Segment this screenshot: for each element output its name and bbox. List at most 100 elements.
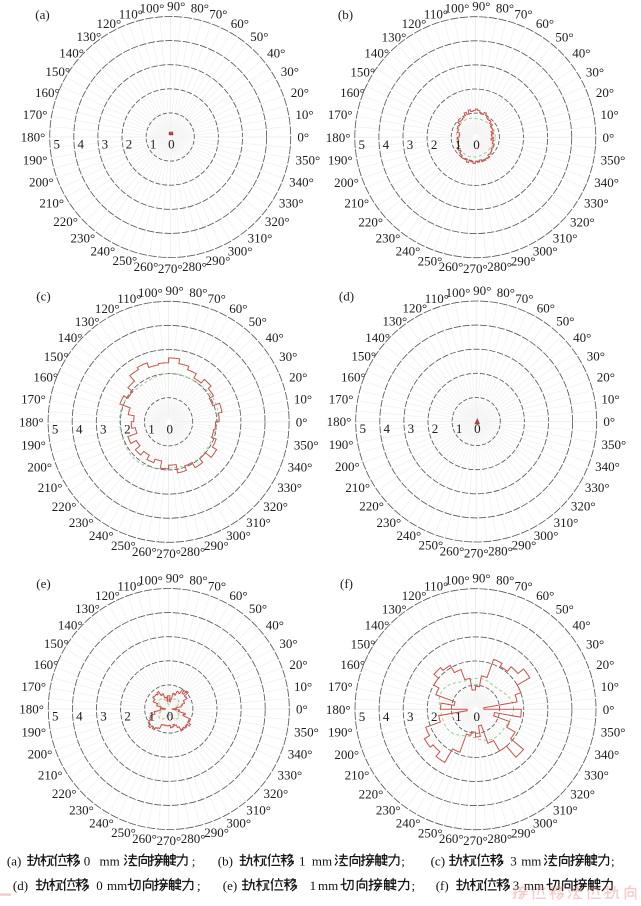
svg-text:50°: 50°: [249, 601, 267, 616]
svg-text:160°: 160°: [341, 369, 366, 384]
svg-text:330°: 330°: [584, 768, 609, 783]
svg-text:260°: 260°: [132, 544, 157, 559]
svg-text:70°: 70°: [515, 291, 533, 306]
svg-text:60°: 60°: [231, 16, 249, 31]
svg-text:90°: 90°: [166, 570, 184, 585]
svg-text:5: 5: [359, 709, 366, 724]
svg-text:140°: 140°: [58, 617, 83, 632]
svg-text:210°: 210°: [344, 196, 369, 211]
svg-text:1: 1: [455, 709, 462, 724]
svg-text:70°: 70°: [208, 578, 226, 593]
svg-text:130°: 130°: [75, 314, 100, 329]
svg-text:;: ;: [611, 853, 615, 868]
svg-text:310°: 310°: [554, 515, 579, 530]
svg-text:280°: 280°: [488, 544, 513, 559]
svg-text:230°: 230°: [71, 230, 96, 245]
svg-text:240°: 240°: [396, 528, 421, 543]
svg-text:30°: 30°: [587, 349, 605, 364]
svg-text:0°: 0°: [602, 130, 614, 145]
svg-text:190°: 190°: [23, 153, 48, 168]
svg-text:290°: 290°: [511, 253, 536, 268]
svg-text:20°: 20°: [289, 657, 307, 672]
svg-text:190°: 190°: [329, 437, 354, 452]
svg-text:130°: 130°: [75, 601, 100, 616]
svg-text:210°: 210°: [345, 768, 370, 783]
svg-text:1: 1: [150, 137, 157, 152]
svg-text:120°: 120°: [95, 588, 120, 603]
svg-text:160°: 160°: [35, 85, 60, 100]
svg-text:mm: mm: [312, 853, 332, 868]
svg-text:30°: 30°: [281, 64, 299, 79]
svg-text:310°: 310°: [246, 515, 271, 530]
svg-text:3: 3: [100, 422, 107, 437]
svg-text:10°: 10°: [601, 391, 619, 406]
svg-text:90°: 90°: [473, 283, 491, 298]
svg-text:150°: 150°: [351, 349, 376, 364]
svg-text:350°: 350°: [601, 153, 626, 168]
svg-text:350°: 350°: [601, 725, 626, 740]
svg-text:150°: 150°: [351, 636, 376, 651]
svg-text:320°: 320°: [570, 214, 595, 229]
svg-text:220°: 220°: [52, 499, 77, 514]
svg-text:30°: 30°: [279, 636, 297, 651]
svg-text:1: 1: [299, 853, 306, 868]
svg-text:350°: 350°: [294, 437, 319, 452]
svg-text:120°: 120°: [95, 301, 120, 316]
svg-text:280°: 280°: [182, 259, 207, 274]
svg-text:250°: 250°: [111, 538, 136, 553]
svg-text:230°: 230°: [69, 802, 94, 817]
svg-text:190°: 190°: [328, 153, 353, 168]
svg-text:4: 4: [78, 137, 85, 152]
svg-text:120°: 120°: [96, 16, 121, 31]
svg-text:250°: 250°: [418, 253, 443, 268]
svg-text:200°: 200°: [334, 747, 359, 762]
svg-text:340°: 340°: [288, 459, 313, 474]
svg-text:80°: 80°: [496, 573, 514, 588]
svg-text:20°: 20°: [596, 85, 614, 100]
svg-text:300°: 300°: [226, 815, 251, 830]
svg-text:1: 1: [456, 421, 463, 436]
svg-text:300°: 300°: [226, 528, 251, 543]
svg-text:230°: 230°: [69, 515, 94, 530]
svg-text:90°: 90°: [167, 0, 185, 13]
svg-text:(d): (d): [339, 289, 354, 304]
svg-text:160°: 160°: [34, 657, 59, 672]
svg-text:0°: 0°: [603, 414, 615, 429]
svg-text:300°: 300°: [228, 243, 253, 258]
svg-text:;: ;: [412, 878, 416, 893]
svg-text:20°: 20°: [597, 369, 615, 384]
svg-text:340°: 340°: [288, 747, 313, 762]
svg-text:mm: mm: [318, 878, 338, 893]
svg-text:180°: 180°: [19, 415, 44, 430]
svg-text:190°: 190°: [21, 725, 46, 740]
svg-text:270°: 270°: [463, 261, 488, 276]
svg-text:200°: 200°: [335, 459, 360, 474]
svg-text:220°: 220°: [52, 786, 77, 801]
svg-text:130°: 130°: [77, 29, 102, 44]
svg-text:2: 2: [126, 137, 133, 152]
svg-text:110°: 110°: [425, 291, 449, 306]
svg-text:0°: 0°: [296, 415, 308, 430]
svg-text:50°: 50°: [249, 314, 267, 329]
svg-text:100°: 100°: [445, 573, 470, 588]
svg-text:3: 3: [407, 137, 414, 152]
svg-text:0: 0: [84, 853, 91, 868]
svg-text:(e): (e): [223, 878, 237, 893]
svg-text:250°: 250°: [418, 825, 443, 840]
svg-text:100°: 100°: [138, 572, 163, 587]
svg-text:330°: 330°: [584, 196, 609, 211]
svg-text:40°: 40°: [572, 46, 590, 61]
svg-text:2: 2: [124, 709, 131, 724]
svg-text:10°: 10°: [601, 107, 619, 122]
svg-text:5: 5: [53, 137, 60, 152]
svg-text:140°: 140°: [365, 618, 390, 633]
svg-text:mm: mm: [521, 853, 541, 868]
svg-text:280°: 280°: [181, 831, 206, 846]
svg-text:80°: 80°: [496, 1, 514, 16]
svg-text:90°: 90°: [472, 571, 490, 586]
svg-text:1: 1: [310, 878, 317, 893]
svg-text:220°: 220°: [53, 214, 78, 229]
svg-text:330°: 330°: [279, 195, 304, 210]
svg-text:340°: 340°: [289, 175, 314, 190]
svg-text:30°: 30°: [279, 349, 297, 364]
